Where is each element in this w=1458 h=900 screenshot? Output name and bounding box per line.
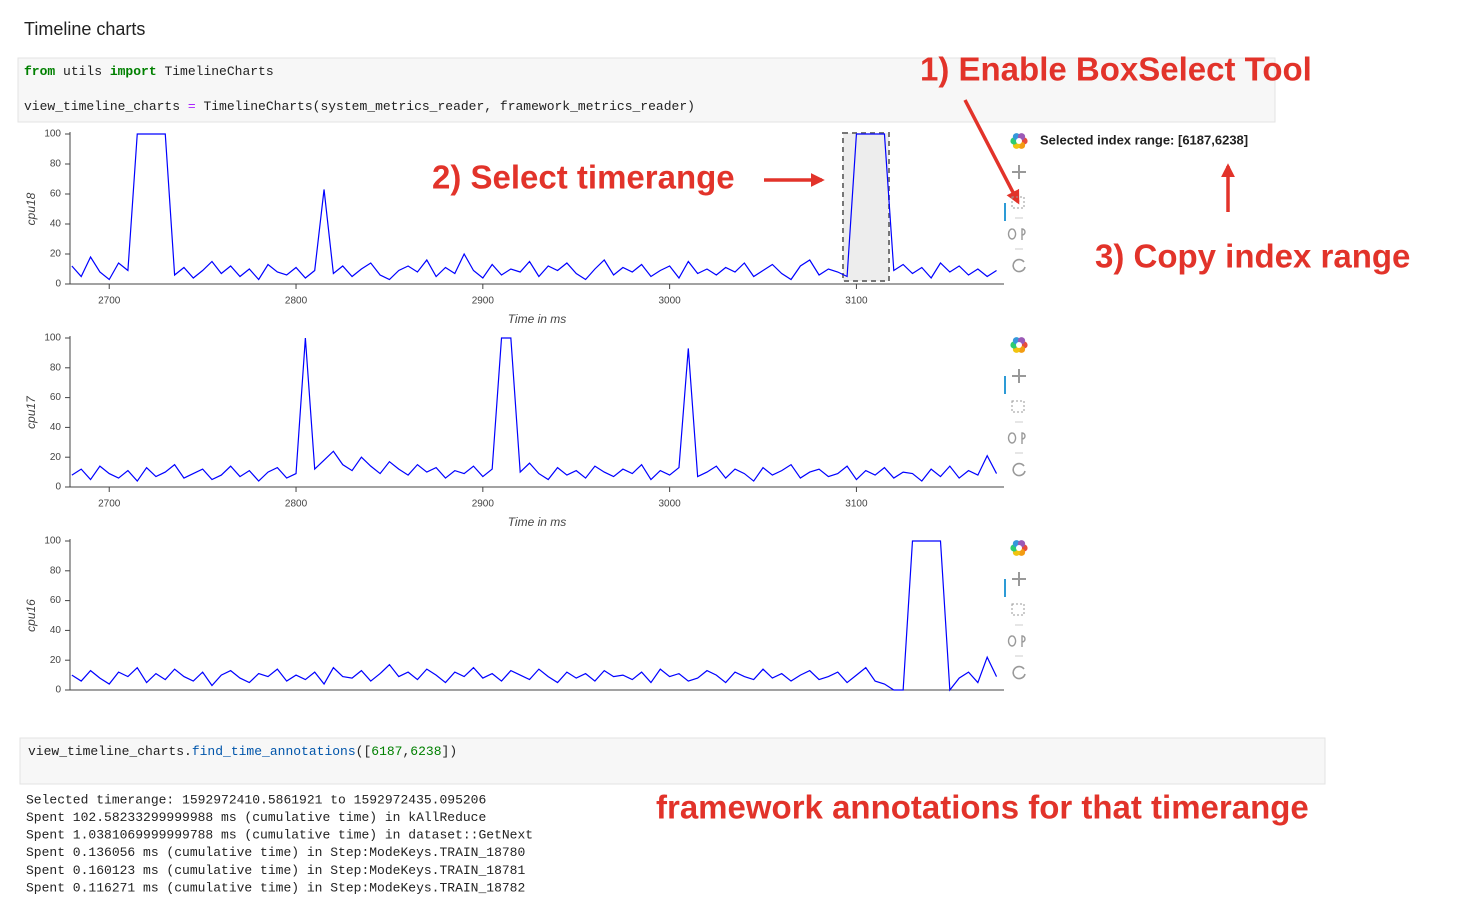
y-tick-label: 100: [44, 333, 61, 344]
wheel-zoom-tool[interactable]: [1007, 228, 1026, 240]
reset-tool[interactable]: [1012, 462, 1026, 477]
output-line: Spent 1.0381069999999788 ms (cumulative …: [26, 828, 533, 843]
annotation: 2) Select timerange: [432, 159, 735, 196]
y-tick-label: 20: [50, 249, 62, 260]
code-token: ]): [442, 744, 458, 759]
toolbar: [1004, 540, 1028, 680]
wheel-zoom-tool[interactable]: [1007, 432, 1026, 444]
operator: =: [180, 99, 203, 114]
y-tick-label: 20: [50, 452, 62, 463]
y-tick-label: 0: [55, 482, 61, 493]
arrow: [963, 99, 1020, 205]
pan-tool[interactable]: [1012, 572, 1026, 586]
code-cell[interactable]: [17, 57, 1276, 123]
code-token: view_timeline_charts: [24, 99, 180, 114]
x-tick-label: 2700: [98, 499, 121, 510]
x-tick-label: 2800: [285, 499, 308, 510]
code-token: find_time_annotations: [192, 744, 356, 759]
annotation: 3) Copy index range: [1095, 238, 1410, 275]
x-tick-label: 3100: [845, 296, 868, 307]
annotation: framework annotations for that timerange: [656, 789, 1309, 826]
x-tick-label: 2800: [285, 296, 308, 307]
y-axis-label: cpu17: [24, 395, 38, 429]
y-tick-label: 40: [50, 625, 62, 636]
output-line: Spent 0.136056 ms (cumulative time) in S…: [26, 845, 525, 860]
y-tick-label: 60: [50, 595, 62, 606]
selected-range: Selected index range: [6187,6238]: [1040, 132, 1248, 147]
code-line: view_timeline_charts = TimelineCharts(sy…: [24, 99, 695, 114]
active-tool-indicator: [1004, 203, 1006, 221]
y-tick-label: 80: [50, 362, 62, 373]
y-tick-label: 40: [50, 219, 62, 230]
code-token: utils: [55, 64, 110, 79]
active-tool-indicator: [1004, 579, 1006, 597]
cell-output: Selected timerange: 1592972410.5861921 t…: [26, 792, 533, 895]
toolbar: [1004, 337, 1028, 477]
active-tool-indicator: [1004, 376, 1006, 394]
box-select-tool[interactable]: [1011, 603, 1025, 616]
x-axis-label: Time in ms: [508, 515, 567, 529]
box-select-tool[interactable]: [1011, 400, 1025, 413]
cpu-line: [71, 133, 997, 281]
reset-tool[interactable]: [1012, 258, 1026, 273]
box-select-tool[interactable]: [1011, 196, 1025, 209]
x-tick-label: 2900: [472, 499, 495, 510]
code-token: (system_metrics_reader, framework_metric…: [313, 99, 695, 114]
pan-tool[interactable]: [1012, 369, 1026, 383]
code-token: TimelineCharts: [157, 64, 274, 79]
code-token: view_timeline_charts.: [28, 744, 192, 759]
y-tick-label: 60: [50, 392, 62, 403]
output-line: Spent 0.116271 ms (cumulative time) in S…: [26, 880, 525, 895]
x-tick-label: 2700: [98, 296, 121, 307]
y-axis-label: cpu16: [24, 599, 38, 632]
y-tick-label: 0: [55, 685, 61, 696]
keyword: import: [110, 64, 157, 79]
annotation: 1) Enable BoxSelect Tool: [920, 51, 1312, 88]
y-tick-label: 80: [50, 565, 62, 576]
output-line: Selected timerange: 1592972410.5861921 t…: [26, 792, 486, 807]
y-tick-label: 0: [55, 279, 61, 290]
logo-center[interactable]: [1016, 342, 1022, 348]
section-heading: Timeline charts: [24, 19, 145, 39]
keyword: from: [24, 64, 55, 79]
y-tick-label: 60: [50, 189, 62, 200]
y-tick-label: 100: [44, 129, 61, 140]
cpu-line: [71, 337, 998, 483]
x-axis-label: Time in ms: [508, 312, 567, 326]
code-token: ([: [356, 744, 372, 759]
y-tick-label: 100: [44, 536, 61, 547]
x-tick-label: 3000: [659, 499, 682, 510]
output-line: Spent 0.160123 ms (cumulative time) in S…: [26, 863, 525, 878]
wheel-zoom-tool[interactable]: [1007, 635, 1026, 647]
code-cell[interactable]: [19, 737, 1326, 785]
number: 6238: [410, 744, 441, 759]
code-line: view_timeline_charts.find_time_annotatio…: [28, 744, 457, 759]
x-tick-label: 3000: [659, 296, 682, 307]
code-line: from utils import TimelineCharts: [24, 64, 274, 79]
reset-tool[interactable]: [1012, 665, 1026, 680]
y-tick-label: 20: [50, 655, 62, 666]
output-line: Spent 102.58233299999988 ms (cumulative …: [26, 810, 486, 825]
y-tick-label: 40: [50, 422, 62, 433]
toolbar: [1004, 133, 1028, 273]
logo-center[interactable]: [1016, 138, 1022, 144]
x-tick-label: 2900: [472, 296, 495, 307]
y-tick-label: 80: [50, 159, 62, 170]
code-token: TimelineCharts: [203, 99, 312, 114]
pan-tool[interactable]: [1012, 165, 1026, 179]
x-tick-label: 3100: [845, 499, 868, 510]
logo-center[interactable]: [1016, 545, 1022, 551]
cpu-line: [71, 540, 998, 692]
code-token: ,: [402, 744, 410, 759]
y-axis-label: cpu18: [24, 192, 38, 225]
box-selection: [842, 132, 890, 282]
number: 6187: [371, 744, 402, 759]
